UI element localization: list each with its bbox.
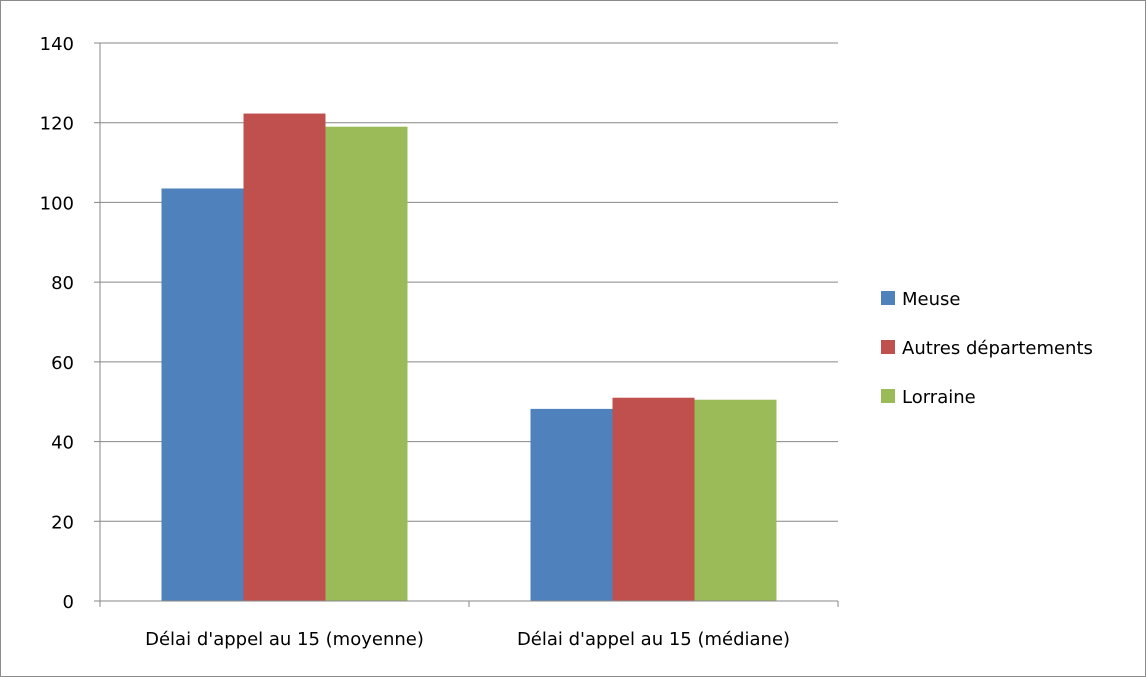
y-tick-label: 20 xyxy=(51,512,74,533)
x-category-label: Délai d'appel au 15 (moyenne) xyxy=(145,629,424,650)
x-category-labels: Délai d'appel au 15 (moyenne) Délai d'app… xyxy=(145,629,790,650)
y-tick-label: 140 xyxy=(40,34,74,55)
bar-autres-d-partements-0 xyxy=(243,113,326,601)
y-tick-labels: 0 20 40 60 80 100 120 140 xyxy=(40,34,74,613)
legend-swatch xyxy=(881,291,895,305)
bars xyxy=(161,113,777,601)
legend-swatch xyxy=(881,389,895,403)
x-category-label: Délai d'appel au 15 (médiane) xyxy=(517,629,790,650)
y-tick-label: 80 xyxy=(51,273,74,294)
bar-meuse-1 xyxy=(530,408,613,601)
legend-label: Meuse xyxy=(902,289,960,310)
y-tick-label: 120 xyxy=(40,114,74,135)
bar-autres-d-partements-1 xyxy=(612,397,695,601)
y-tick-label: 100 xyxy=(40,193,74,214)
bar-lorraine-1 xyxy=(694,399,777,601)
legend-label: Autres départements xyxy=(902,338,1093,359)
legend-label: Lorraine xyxy=(902,387,976,408)
y-tick-label: 0 xyxy=(63,592,74,613)
y-tick-label: 40 xyxy=(51,433,74,454)
bar-meuse-0 xyxy=(161,188,244,601)
axes xyxy=(94,42,839,607)
legend: Meuse Autres départements Lorraine xyxy=(881,289,1093,408)
bar-lorraine-0 xyxy=(325,126,408,601)
y-tick-label: 60 xyxy=(51,353,74,374)
legend-swatch xyxy=(881,340,895,354)
